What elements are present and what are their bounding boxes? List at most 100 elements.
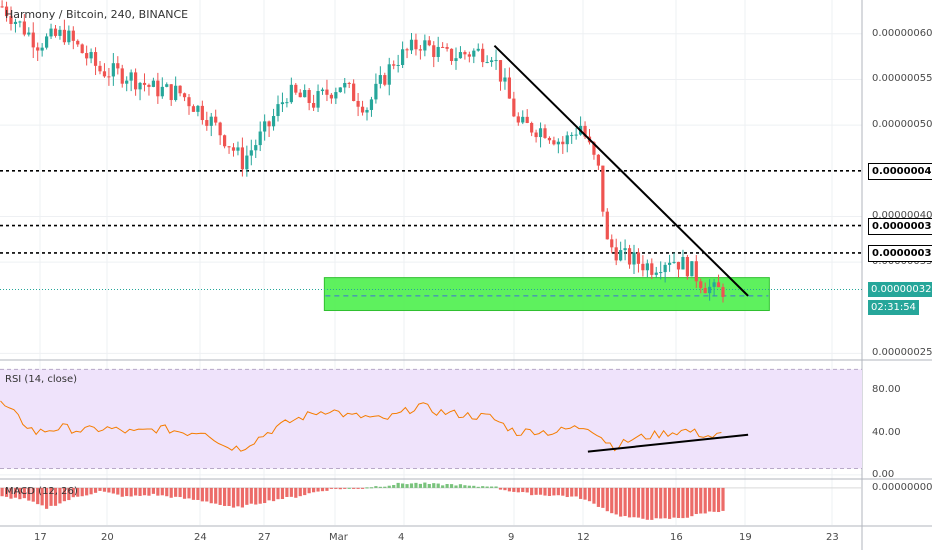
macd-bar <box>160 487 164 496</box>
candle-body <box>312 102 316 108</box>
macd-bar <box>458 484 463 488</box>
chart-title: Harmony / Bitcoin, 240, BINANCE <box>5 8 189 21</box>
macd-bar <box>392 485 396 488</box>
candle-body <box>654 272 658 275</box>
macd-bar <box>36 487 40 505</box>
macd-bar <box>240 487 244 508</box>
candle-body <box>53 28 58 36</box>
macd-bar <box>708 487 712 512</box>
candle-body <box>280 102 285 105</box>
candle-body <box>409 39 414 51</box>
candle-body <box>45 36 49 48</box>
macd-bar <box>614 487 618 515</box>
candle-body <box>93 52 98 66</box>
macd-bar <box>205 487 209 502</box>
macd-bar <box>129 487 133 497</box>
macd-bar <box>111 487 115 494</box>
candle-body <box>271 116 276 127</box>
macd-bar <box>116 487 120 495</box>
candle-body <box>151 80 155 87</box>
macd-bar <box>454 485 458 488</box>
candle-body <box>240 147 244 170</box>
macd-bar <box>258 487 262 504</box>
candle-body <box>596 154 600 166</box>
macd-bar <box>31 487 35 502</box>
candle-body <box>49 28 53 37</box>
macd-bar <box>494 486 498 488</box>
candle-body <box>27 32 31 35</box>
macd-bar <box>716 487 721 513</box>
macd-bar <box>449 484 454 488</box>
candle-body <box>58 29 62 36</box>
candle-body <box>356 100 360 107</box>
candle-body <box>681 256 685 270</box>
macd-bar <box>93 487 98 493</box>
macd-bar <box>276 487 280 500</box>
candle-body <box>396 64 400 66</box>
macd-bar <box>467 485 471 488</box>
time-tick-label: 24 <box>194 532 207 543</box>
macd-bar <box>498 487 503 490</box>
candle-body <box>85 53 89 59</box>
candle-body <box>67 30 71 43</box>
macd-bar <box>654 487 658 519</box>
candle-body <box>623 248 627 251</box>
macd-bar <box>209 487 213 504</box>
macd-bar <box>579 487 583 499</box>
candle-body <box>160 86 164 97</box>
candle-body <box>636 252 641 264</box>
macd-bar <box>587 487 592 502</box>
macd-bar <box>320 487 325 492</box>
macd-bar <box>481 486 485 488</box>
macd-bar <box>383 486 387 488</box>
candle-body <box>659 272 663 274</box>
macd-bar <box>516 487 520 493</box>
candle-body <box>712 282 716 287</box>
candle-body <box>605 211 609 240</box>
macd-bar <box>405 484 409 488</box>
candle-body <box>632 252 636 265</box>
macd-bar <box>40 487 44 506</box>
macd-bar <box>182 487 187 499</box>
level-tag-39: 0.00000039 <box>868 217 932 235</box>
candle-body <box>467 54 471 57</box>
candle-body <box>507 77 511 99</box>
candle-body <box>503 77 507 82</box>
candle-body <box>663 264 667 273</box>
macd-bar <box>512 487 516 492</box>
macd-bar <box>9 487 13 499</box>
rsi-trendline <box>587 433 749 453</box>
candle-body <box>672 261 676 263</box>
candle-body <box>4 6 9 17</box>
candle-body <box>0 6 4 8</box>
rsi-line <box>0 400 722 452</box>
macd-bar <box>387 485 391 488</box>
candle-body <box>512 98 516 117</box>
rsi-tick-label: 0.00 <box>872 468 895 480</box>
candle-body <box>120 68 124 84</box>
candle-body <box>552 140 556 145</box>
macd-bar <box>721 487 725 511</box>
macd-bar <box>632 487 636 518</box>
macd-bar <box>369 487 374 489</box>
macd-bar <box>245 487 249 505</box>
macd-bar <box>334 487 338 489</box>
candle-body <box>22 21 26 35</box>
macd-bar <box>45 487 49 509</box>
candle-body <box>601 165 605 212</box>
candle-body <box>298 92 302 98</box>
candle-body <box>191 106 196 112</box>
candle-body <box>107 76 111 78</box>
candle-body <box>200 105 204 121</box>
macd-bar <box>147 487 151 496</box>
candle-body <box>209 116 213 126</box>
macd-bar <box>645 487 649 520</box>
rsi-tick-label: 40.00 <box>872 426 901 438</box>
candle-body <box>320 89 325 92</box>
candle-body <box>516 116 520 123</box>
macd-bar <box>694 487 698 515</box>
macd-bar <box>699 487 703 514</box>
candle-body <box>71 30 75 41</box>
macd-bar <box>525 487 529 493</box>
macd-bar <box>267 487 271 501</box>
